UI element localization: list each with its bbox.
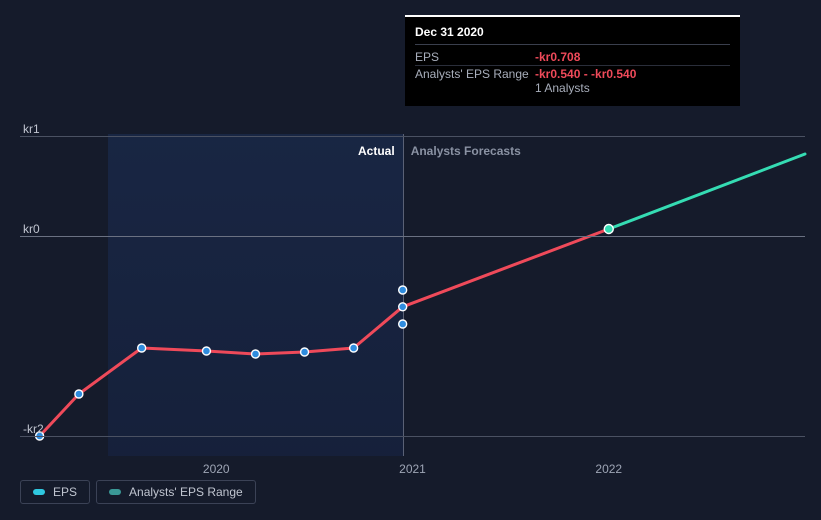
legend-label: EPS bbox=[53, 485, 77, 499]
chart-svg bbox=[20, 126, 805, 456]
grid-line bbox=[20, 136, 805, 137]
legend-item[interactable]: EPS bbox=[20, 480, 90, 504]
legend-item[interactable]: Analysts' EPS Range bbox=[96, 480, 256, 504]
legend-swatch bbox=[33, 489, 45, 495]
tooltip-range-value: -kr0.540 - -kr0.540 bbox=[535, 67, 636, 81]
legend-label: Analysts' EPS Range bbox=[129, 485, 243, 499]
grid-line bbox=[20, 436, 805, 437]
legend: EPS Analysts' EPS Range bbox=[20, 480, 256, 504]
legend-swatch bbox=[109, 489, 121, 495]
x-axis-label: 2022 bbox=[595, 462, 622, 476]
chart-area: Actual Analysts Forecasts kr1kr0-kr22020… bbox=[20, 126, 805, 456]
tooltip-range-sub: 1 Analysts bbox=[535, 81, 636, 95]
tooltip-title: Dec 31 2020 bbox=[415, 25, 730, 45]
tooltip-eps-label: EPS bbox=[415, 50, 535, 64]
tooltip-range-label: Analysts' EPS Range bbox=[415, 67, 535, 95]
grid-line bbox=[20, 236, 805, 237]
tooltip: Dec 31 2020 EPS -kr0.708 Analysts' EPS R… bbox=[405, 15, 740, 106]
tooltip-row-range: Analysts' EPS Range -kr0.540 - -kr0.540 … bbox=[415, 66, 730, 96]
y-axis-label: kr1 bbox=[23, 122, 40, 136]
tooltip-row-eps: EPS -kr0.708 bbox=[415, 49, 730, 66]
y-axis-label: -kr2 bbox=[23, 422, 44, 436]
tooltip-eps-value: -kr0.708 bbox=[535, 50, 580, 64]
x-axis-label: 2020 bbox=[203, 462, 230, 476]
y-axis-label: kr0 bbox=[23, 222, 40, 236]
x-axis-label: 2021 bbox=[399, 462, 426, 476]
